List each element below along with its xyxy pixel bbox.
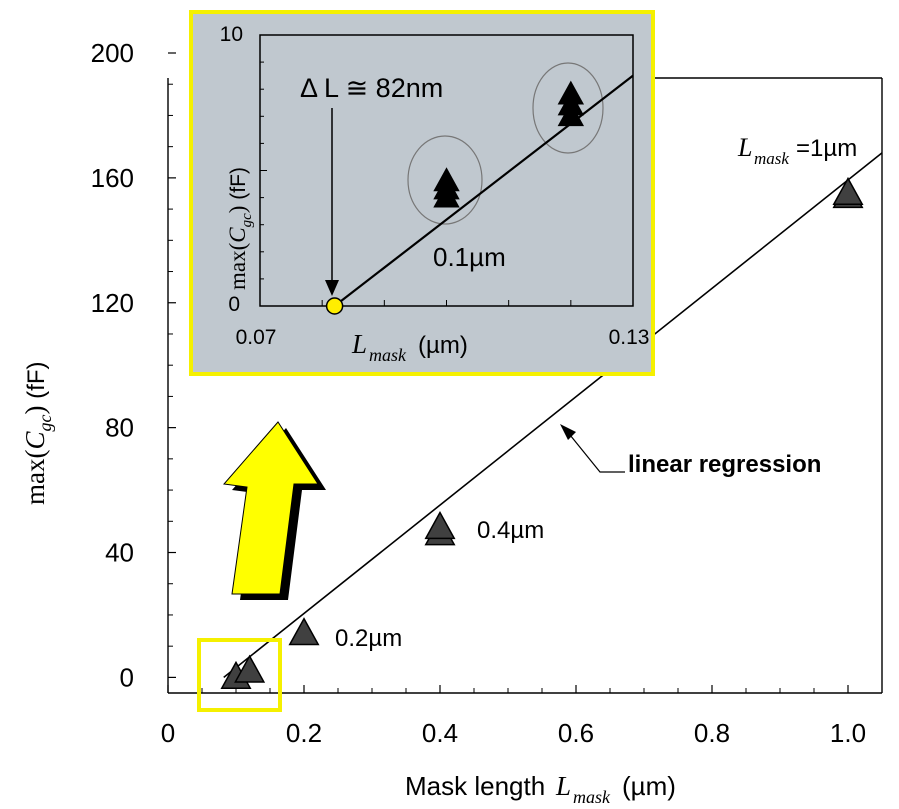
label-0-4um: 0.4µm (477, 517, 544, 544)
inset-data-point (433, 183, 460, 208)
label-1um-eq: =1µm (796, 135, 857, 162)
svg-text:(µm): (µm) (418, 332, 468, 359)
inset-y-tick-label: 10 (220, 23, 243, 46)
y-tick-label: 0 (120, 662, 134, 692)
x-axis-label: Mask length L mask (µm) (405, 771, 676, 807)
inset-x-tick-label: 0.07 (236, 326, 277, 349)
x-tick-label: 0.4 (422, 718, 458, 748)
main-axes (167, 77, 883, 694)
svg-text:max(Cgc) (fF): max(Cgc) (fF) (20, 362, 55, 505)
x-tick-label: 0.2 (286, 718, 322, 748)
inset-cluster-ellipse-0-1 (407, 135, 483, 225)
y-tick-label: 80 (105, 413, 134, 443)
inset-background (189, 10, 655, 376)
inset-cluster-ellipse-0-12 (532, 62, 604, 154)
data-point (424, 510, 456, 540)
inset-x-tick-label: 0.13 (609, 326, 650, 349)
inset-delta-label: Δ L ≅ 82nm (300, 73, 443, 103)
svg-text:L: L (737, 133, 752, 162)
inset-delta-point (325, 297, 344, 315)
y-tick-label: 160 (91, 163, 134, 193)
svg-text:L: L (351, 329, 367, 359)
inset-y-axis-label: max(Cgc) (fF) (225, 167, 255, 290)
zoom-arrow-icon (223, 421, 326, 600)
label-0-2um: 0.2µm (335, 625, 402, 652)
main-regression-line (223, 152, 883, 679)
x-tick-label: 0 (161, 718, 175, 748)
inset-label-0-1um: 0.1µm (433, 242, 506, 272)
inset-delta-arrow-head (325, 280, 339, 296)
x-tick-label: 0.6 (558, 718, 594, 748)
svg-text:(µm): (µm) (622, 771, 676, 801)
y-tick-label: 200 (91, 38, 134, 68)
main-data-points (220, 176, 864, 689)
label-1um: L mask =1µm (737, 133, 857, 168)
inset-panel: 0 10 0.07 0.13 Δ L ≅ 82nm 0.1µm max(Cgc) (f… (189, 10, 655, 376)
regression-label: linear regression (628, 451, 821, 478)
zoom-region-highlight (197, 638, 282, 712)
regression-callout: linear regression (560, 424, 821, 478)
svg-text:mask: mask (573, 787, 611, 807)
svg-text:mask: mask (369, 345, 407, 365)
data-point (234, 654, 266, 683)
inset-y-tick-label: 0 (228, 293, 240, 316)
svg-text:Mask length: Mask length (405, 771, 545, 801)
x-tick-label: 1.0 (830, 718, 866, 748)
inset-ticks: 0 10 0.07 0.13 (220, 23, 650, 349)
svg-text:max(Cgc) (fF): max(Cgc) (fF) (225, 167, 255, 290)
inset-x-axis-label: L mask (µm) (351, 329, 468, 365)
y-axis-label: max(Cgc) (fF) (20, 362, 55, 505)
data-point (832, 176, 864, 206)
inset-data-points (433, 80, 585, 208)
y-tick-label: 40 (105, 538, 134, 568)
data-point (288, 617, 320, 646)
main-ticks: 0 40 80 120 160 200 0 0.2 0.4 0.6 0.8 1.0 (91, 38, 866, 748)
label-1um-sub: mask (754, 149, 789, 168)
inset-data-point (557, 102, 585, 127)
x-tick-label: 0.8 (694, 718, 730, 748)
y-tick-label: 120 (91, 288, 134, 318)
svg-text:L: L (555, 771, 571, 801)
